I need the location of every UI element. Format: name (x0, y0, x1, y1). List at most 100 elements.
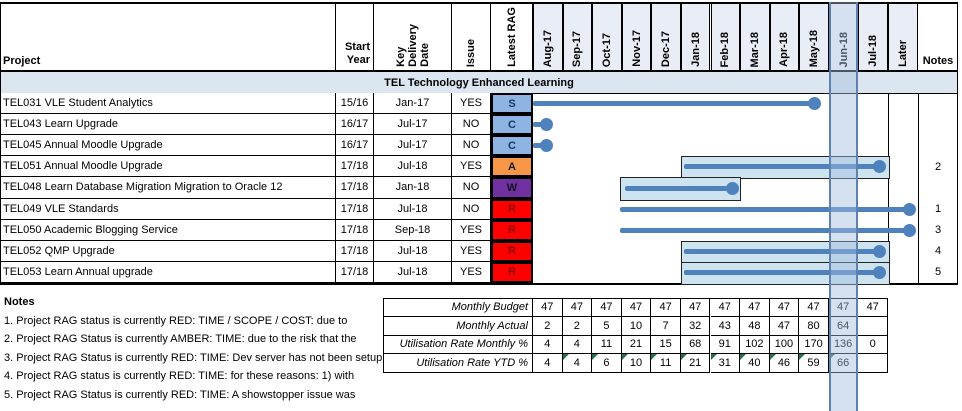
project-name-cell[interactable]: TEL031 VLE Student Analytics (0, 93, 336, 115)
start-year-cell[interactable]: 17/18 (336, 177, 374, 199)
budget-value-cell[interactable]: 7 (651, 316, 681, 336)
budget-value-cell[interactable]: 21 (621, 335, 652, 355)
key-delivery-cell[interactable]: Jul-18 (374, 156, 452, 178)
issue-cell[interactable]: NO (452, 177, 491, 199)
col-header-project[interactable]: Project (0, 2, 336, 70)
budget-value-cell[interactable] (858, 316, 888, 336)
col-header-month-mar-18[interactable]: Mar-18 (740, 2, 770, 70)
budget-value-cell[interactable]: 4 (562, 354, 593, 373)
note-ref-cell[interactable]: 1 (934, 203, 942, 216)
col-header-latest-rag[interactable]: Latest RAG (491, 2, 533, 70)
issue-cell[interactable]: YES (452, 240, 491, 262)
col-header-month-aug-17[interactable]: Aug-17 (533, 2, 563, 70)
rag-status-cell[interactable]: R (491, 219, 533, 241)
budget-value-cell[interactable]: 170 (799, 335, 829, 355)
budget-value-cell[interactable]: 47 (710, 298, 741, 317)
note-ref-cell[interactable]: 3 (934, 224, 942, 237)
budget-value-cell[interactable]: 6 (592, 354, 622, 373)
start-year-cell[interactable]: 17/18 (336, 261, 374, 283)
budget-row-label[interactable]: Monthly Budget (383, 298, 533, 317)
col-header-key-delivery-date[interactable]: Key Delivery Date (374, 2, 452, 70)
budget-row-label[interactable]: Monthly Actual (383, 316, 533, 336)
note-ref-cell[interactable]: 4 (934, 245, 942, 258)
budget-value-cell[interactable]: 47 (651, 298, 681, 317)
rag-status-cell[interactable]: C (491, 114, 533, 136)
budget-value-cell[interactable]: 40 (740, 354, 770, 373)
rag-status-cell[interactable]: A (491, 156, 533, 178)
budget-value-cell[interactable]: 64 (828, 316, 859, 336)
budget-value-cell[interactable]: 46 (769, 354, 800, 373)
budget-value-cell[interactable]: 47 (769, 316, 800, 336)
col-header-month-feb-18[interactable]: Feb-18 (710, 2, 741, 70)
note-ref-cell[interactable]: 5 (934, 266, 942, 279)
budget-value-cell[interactable]: 11 (592, 335, 622, 355)
budget-value-cell[interactable] (858, 354, 888, 373)
budget-value-cell[interactable]: 32 (680, 316, 711, 336)
budget-value-cell[interactable]: 47 (621, 298, 652, 317)
col-header-month-nov-17[interactable]: Nov-17 (621, 2, 652, 70)
budget-value-cell[interactable]: 43 (710, 316, 741, 336)
rag-status-cell[interactable]: C (491, 135, 533, 157)
budget-value-cell[interactable]: 10 (621, 316, 652, 336)
key-delivery-cell[interactable]: Sep-18 (374, 219, 452, 241)
budget-value-cell[interactable]: 4 (562, 335, 593, 355)
budget-value-cell[interactable]: 11 (651, 354, 681, 373)
col-header-month-apr-18[interactable]: Apr-18 (769, 2, 800, 70)
col-header-month-may-18[interactable]: May-18 (799, 2, 829, 70)
budget-row-label[interactable]: Utilisation Rate Monthly % (383, 335, 533, 355)
col-header-month-jan-18[interactable]: Jan-18 (680, 2, 711, 70)
budget-value-cell[interactable]: 5 (592, 316, 622, 336)
project-name-cell[interactable]: TEL053 Learn Annual upgrade (0, 261, 336, 283)
rag-status-cell[interactable]: S (491, 93, 533, 115)
issue-cell[interactable]: YES (452, 261, 491, 283)
budget-value-cell[interactable]: 80 (799, 316, 829, 336)
key-delivery-cell[interactable]: Jul-18 (374, 240, 452, 262)
start-year-cell[interactable]: 16/17 (336, 114, 374, 136)
key-delivery-cell[interactable]: Jul-17 (374, 135, 452, 157)
budget-value-cell[interactable]: 47 (680, 298, 711, 317)
budget-value-cell[interactable]: 47 (533, 298, 563, 317)
budget-value-cell[interactable]: 4 (533, 335, 563, 355)
rag-status-cell[interactable]: R (491, 198, 533, 220)
col-header-notes[interactable]: Notes (918, 2, 958, 70)
budget-value-cell[interactable]: 47 (858, 298, 888, 317)
key-delivery-cell[interactable]: Jan-18 (374, 177, 452, 199)
key-delivery-cell[interactable]: Jul-18 (374, 198, 452, 220)
budget-value-cell[interactable]: 47 (769, 298, 800, 317)
start-year-cell[interactable]: 16/17 (336, 135, 374, 157)
budget-value-cell[interactable]: 68 (680, 335, 711, 355)
start-year-cell[interactable]: 17/18 (336, 240, 374, 262)
rag-status-cell[interactable]: R (491, 261, 533, 283)
budget-value-cell[interactable]: 59 (799, 354, 829, 373)
key-delivery-cell[interactable]: Jul-17 (374, 114, 452, 136)
budget-value-cell[interactable]: 21 (680, 354, 711, 373)
budget-value-cell[interactable]: 66 (828, 354, 859, 373)
project-name-cell[interactable]: TEL043 Learn Upgrade (0, 114, 336, 136)
note-ref-cell[interactable]: 2 (934, 160, 942, 173)
project-name-cell[interactable]: TEL048 Learn Database Migration Migratio… (0, 177, 336, 199)
budget-value-cell[interactable]: 2 (562, 316, 593, 336)
project-name-cell[interactable]: TEL045 Annual Moodle Upgrade (0, 135, 336, 157)
col-header-issue[interactable]: Issue (452, 2, 491, 70)
key-delivery-cell[interactable]: Jul-18 (374, 261, 452, 283)
col-header-month-dec-17[interactable]: Dec-17 (651, 2, 681, 70)
issue-cell[interactable]: YES (452, 93, 491, 115)
rag-status-cell[interactable]: W (491, 177, 533, 199)
project-name-cell[interactable]: TEL051 Annual Moodle Upgrade (0, 156, 336, 178)
issue-cell[interactable]: NO (452, 114, 491, 136)
budget-value-cell[interactable]: 47 (740, 298, 770, 317)
project-name-cell[interactable]: TEL049 VLE Standards (0, 198, 336, 220)
project-name-cell[interactable]: TEL052 QMP Upgrade (0, 240, 336, 262)
start-year-cell[interactable]: 17/18 (336, 198, 374, 220)
start-year-cell[interactable]: 17/18 (336, 219, 374, 241)
budget-value-cell[interactable]: 91 (710, 335, 741, 355)
budget-value-cell[interactable]: 2 (533, 316, 563, 336)
issue-cell[interactable]: NO (452, 198, 491, 220)
col-header-month-sep-17[interactable]: Sep-17 (562, 2, 593, 70)
issue-cell[interactable]: YES (452, 219, 491, 241)
budget-value-cell[interactable]: 136 (828, 335, 859, 355)
budget-value-cell[interactable]: 102 (740, 335, 770, 355)
issue-cell[interactable]: NO (452, 135, 491, 157)
budget-value-cell[interactable]: 100 (769, 335, 800, 355)
budget-value-cell[interactable]: 47 (799, 298, 829, 317)
